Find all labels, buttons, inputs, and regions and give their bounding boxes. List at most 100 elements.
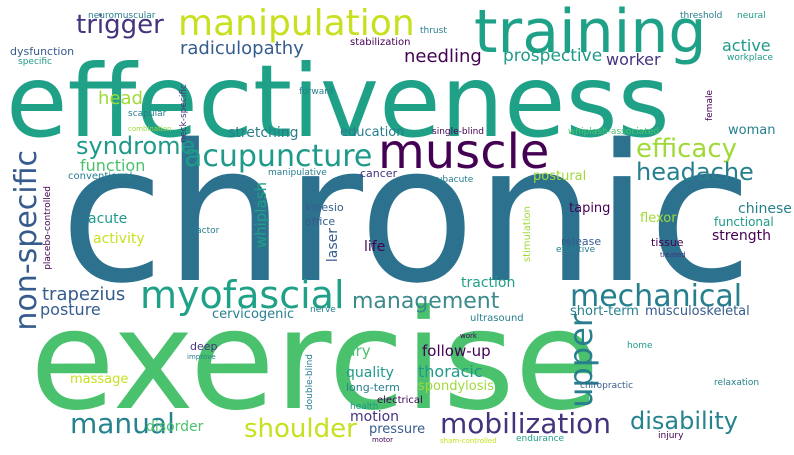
word-musculoskeletal: musculoskeletal [645,304,750,319]
word-ultrasound: ultrasound [470,313,524,324]
word-home: home [627,341,653,351]
word-whiplash-associated: whiplash-associated [568,127,660,137]
word-stimulation: stimulation [522,206,533,263]
word-specific: specific [18,57,53,67]
word-myofascial: myofascial [140,273,345,317]
word-head: head [98,88,143,109]
word-thrust: thrust [420,26,447,36]
word-trapezius: trapezius [42,284,126,305]
word-acupuncture: acupuncture [184,139,373,174]
word-headache: headache [636,158,754,186]
word-cancer: cancer [360,167,398,180]
word-active: active [722,36,771,55]
word-manipulation: manipulation [178,3,415,44]
word-health: health [350,402,379,412]
word-neural: neural [737,11,766,21]
word-chiropractic: chiropractic [580,381,634,391]
word-massage: massage [70,372,129,387]
word-postural: postural [533,169,587,184]
word-injury: injury [658,431,684,441]
word-single-blind: single-blind [432,127,485,137]
word-disability: disability [630,407,738,435]
word-non-specific: non-specific [9,150,44,331]
word-disorder: disorder [146,419,204,435]
word-work: work [460,332,477,340]
word-subacute: subacute [432,175,474,185]
word-short-term: short-term [570,304,639,319]
word-female: female [705,90,715,122]
word-neck-specific: neck-specific [179,84,189,143]
word-management: management [352,289,500,314]
word-motion: motion [350,409,400,425]
word-double-blind: double-blind [305,354,315,411]
word-life: life [364,239,386,255]
word-function: function [80,156,146,175]
word-stretching: stretching [228,125,299,141]
word-strength: strength [712,228,771,244]
word-scapular: scapular [128,109,167,119]
word-tissue: tissue [651,236,684,249]
word-laser: laser [325,228,341,263]
word-mobilization: mobilization [440,407,612,440]
word-effective: effective [556,245,596,255]
word-follow-up: follow-up [422,342,491,360]
word-flexor: flexor [640,211,677,226]
word-syndrome: syndrome [76,132,196,160]
word-efficacy: efficacy [636,134,738,164]
word-relaxation: relaxation [714,378,760,388]
word-needling: needling [404,46,482,67]
word-factor: factor [193,226,220,236]
word-taping: taping [569,201,611,216]
word-workplace: workplace [727,53,773,63]
word-endurance: endurance [516,434,565,444]
word-cervicogenic: cervicogenic [212,307,295,322]
word-nerve: nerve [310,305,336,315]
word-combination: combination [128,125,172,133]
word-manipulative: manipulative [268,168,327,178]
word-deep: deep [190,340,218,353]
word-mechanical: mechanical [570,279,743,314]
word-worker: worker [606,50,661,69]
word-motor: motor [372,436,394,444]
word-dry: dry [346,342,371,360]
word-stabilization: stabilization [350,37,411,48]
word-spondylosis: spondylosis [418,379,494,394]
word-sham-controlled: sham-controlled [440,437,497,445]
word-chronic: chronic [60,104,753,325]
word-effectiveness: effectiveness [6,43,670,160]
word-functional: functional [714,215,774,229]
word-traction: traction [461,275,516,291]
word-posture: posture [40,300,101,319]
word-training: training [474,0,707,67]
word-prospective: prospective [503,46,603,66]
word-release: release [561,235,602,248]
word-manual: manual [70,407,175,440]
word-improve: improve [187,353,216,361]
word-treated: treated [660,251,686,259]
word-conventional: conventional [68,171,133,182]
word-electrical: electrical [377,395,423,406]
word-chinese: chinese [738,201,792,217]
word-radiculopathy: radiculopathy [180,38,304,59]
word-thoracic: thoracic [418,362,483,381]
word-shoulder: shoulder [244,414,357,444]
word-trigger: trigger [76,10,164,40]
word-acute: acute [88,211,128,227]
word-kinesio: kinesio [305,201,344,214]
word-woman: woman [728,123,776,138]
word-whiplash: whiplash [252,182,270,249]
word-dysfunction: dysfunction [10,45,75,58]
word-education: education [340,125,405,140]
word-exercise: exercise [30,280,600,441]
word-activity: activity [93,231,145,247]
word-placebo-controlled: placebo-controlled [43,186,53,270]
word-upper: upper [562,314,600,408]
word-neuromuscular: neuromuscular [88,11,156,21]
word-quality: quality [346,365,394,381]
word-forward: forward [299,87,334,97]
word-office: office [305,215,336,228]
word-threshold: threshold [680,11,723,21]
word-muscle: muscle [378,124,550,180]
word-long-term: long-term [346,381,400,394]
